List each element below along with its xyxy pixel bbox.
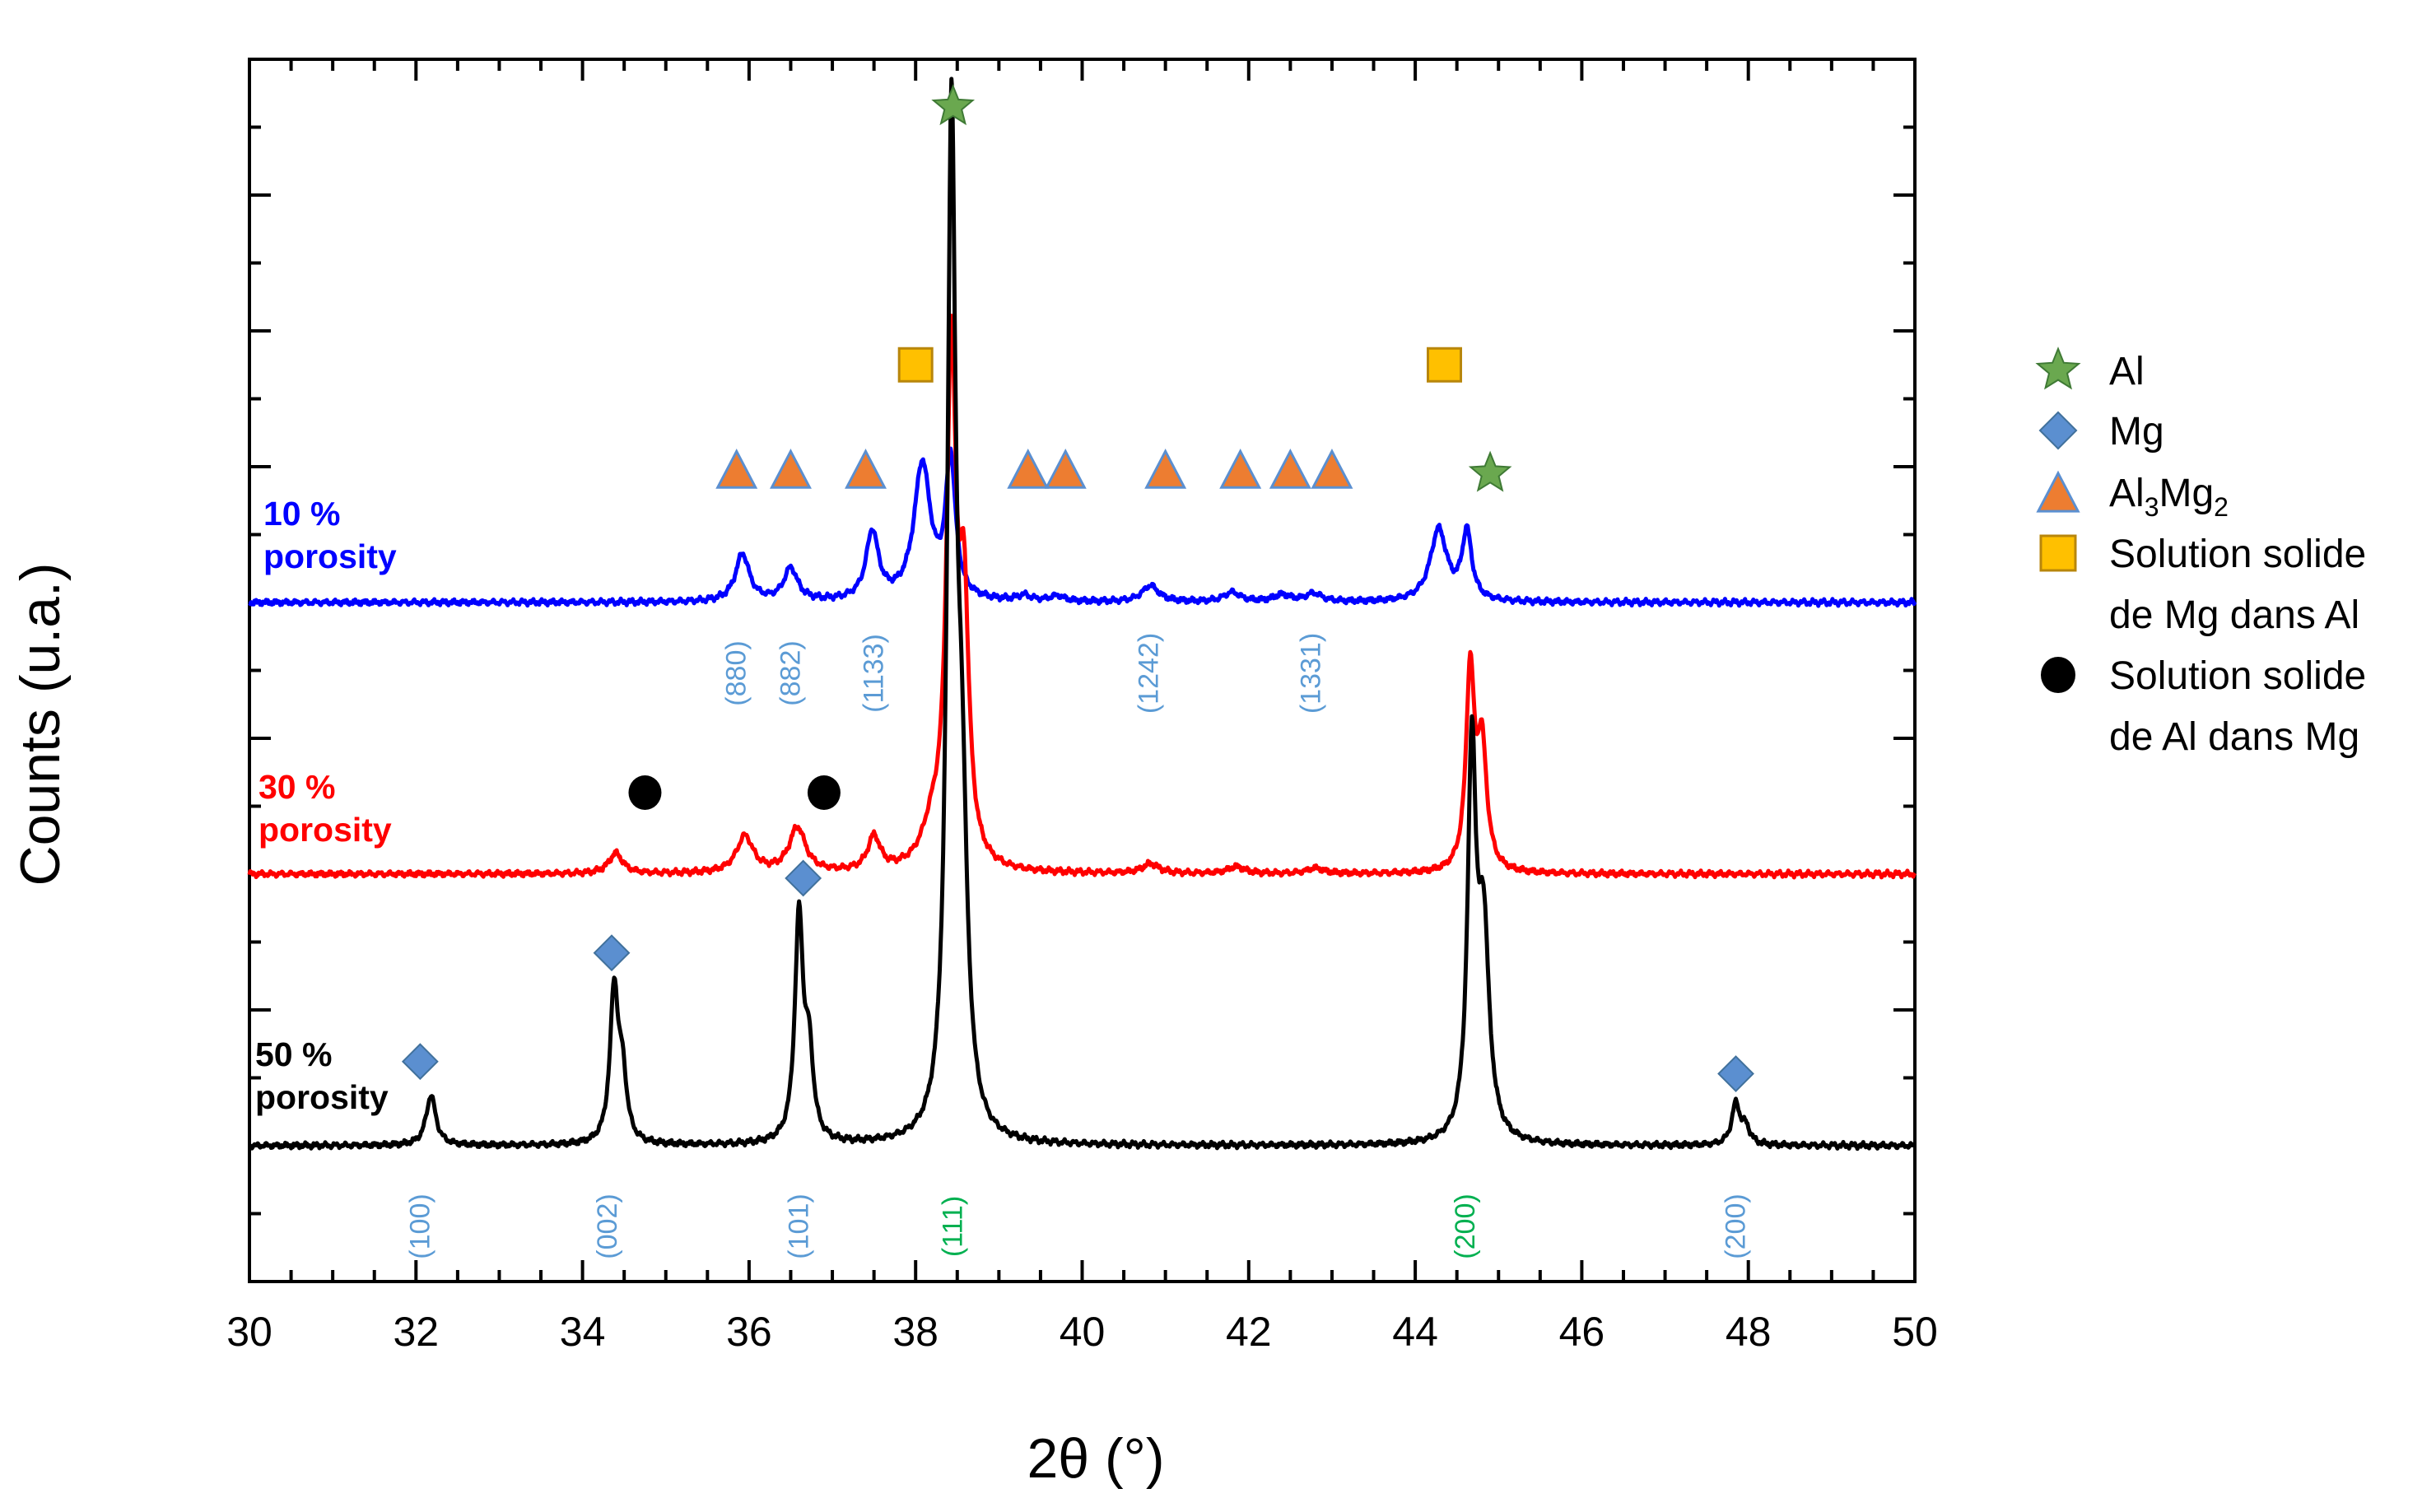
Al3Mg2-triangle-marker [1044,449,1087,489]
hkl-label: (100) [404,1193,435,1258]
x-tick-label: 36 [726,1309,772,1355]
x-tick-label: 34 [560,1309,606,1355]
series-labels: 10 % porosity 30 % porosity 50 % porosity [255,495,397,1116]
Al3Mg2-triangle-marker [1311,449,1353,489]
hkl-label: (101) [784,1193,815,1258]
Mg-diamond-marker [785,859,822,897]
legend-label: Solution solide [2109,533,2366,576]
Al3Mg2-triangle-marker [2036,470,2080,513]
Al-in-Mg-circle-marker [628,775,662,810]
Mg-diamond-marker [1717,1055,1754,1092]
legend-label: Al3Mg2 [2109,472,2229,522]
legend-item: Mg [2038,410,2164,454]
series-label-porosity: porosity [255,1078,389,1116]
Mg-diamond-marker [401,1043,439,1081]
x-tick-label: 32 [393,1309,439,1355]
series-label-percent: 50 % [255,1035,332,1073]
Mg-in-Al-square-marker [1427,347,1463,383]
Al-star-marker [2035,347,2081,390]
Mg-diamond-marker [2038,411,2078,450]
hkl-label: (1242) [1133,633,1164,714]
Al-in-Mg-circle-marker [2041,656,2075,694]
hkl-label: (111) [938,1196,969,1257]
Mg-in-Al-square-marker [2039,534,2077,572]
curve-30-porosity [247,314,1917,880]
x-tick-label: 42 [1226,1309,1272,1355]
x-tick-label: 38 [892,1309,939,1355]
legend-label-part: Mg [2159,472,2214,515]
legend-item: Al [2035,347,2145,393]
hkl-labels: (880) (882) (1133) (1242) (1331) (100) (002) (1… [404,633,1751,1259]
plot-frame [248,58,1917,1283]
series-label-porosity: porosity [263,537,397,575]
phase-markers [401,84,1754,1092]
Al-star-marker [931,84,976,126]
legend-label: Mg [2109,410,2164,454]
x-tick-label: 44 [1392,1309,1438,1355]
hkl-label: (200) [1721,1193,1752,1258]
x-tick-label: 30 [226,1309,272,1355]
curve-50-porosity [248,77,1917,1151]
x-axis-ticks: 30 32 34 36 38 40 42 44 46 48 50 [226,59,1938,1355]
hkl-label: (1331) [1296,633,1327,714]
Al3Mg2-triangle-marker [715,449,758,489]
series-label-porosity: porosity [259,811,392,849]
legend-label: de Al dans Mg [2109,715,2359,759]
legend-item: Solution solide de Al dans Mg [2041,654,2366,759]
Al-in-Mg-circle-marker [807,775,841,810]
x-axis-title: 2θ (°) [1027,1427,1164,1490]
legend-label-part: 2 [2214,492,2229,522]
hkl-label: (002) [592,1193,623,1258]
Al3Mg2-triangle-marker [769,449,812,489]
diffraction-curves [247,77,1917,1151]
series-label-percent: 10 % [263,495,340,533]
x-tick-label: 50 [1892,1309,1938,1355]
legend-item: Solution solide de Mg dans Al [2039,533,2366,637]
hkl-label: (200) [1450,1193,1481,1258]
Al3Mg2-triangle-marker [1144,449,1187,489]
hkl-label: (882) [776,640,807,705]
Al-star-marker [1468,450,1512,492]
legend-item: Al3Mg2 [2036,470,2229,522]
Al3Mg2-triangle-marker [1269,449,1311,489]
Al3Mg2-triangle-marker [845,449,887,489]
Al3Mg2-triangle-marker [1007,449,1050,489]
series-label-percent: 30 % [259,768,335,806]
y-axis-title: Counts (u.a.) [9,562,72,886]
x-tick-label: 46 [1559,1309,1605,1355]
curve-10-porosity [248,446,1917,608]
x-tick-label: 48 [1726,1309,1772,1355]
legend-label: de Mg dans Al [2109,593,2359,637]
legend-label: Al [2109,350,2145,393]
y-axis-ticks [249,58,1915,1283]
legend-label-part: Al [2109,472,2145,515]
plot-border [248,58,1917,1283]
Mg-diamond-marker [593,934,631,972]
hkl-label: (1133) [859,634,890,713]
Mg-in-Al-square-marker [897,347,934,383]
Al3Mg2-triangle-marker [1219,449,1262,489]
x-tick-label: 40 [1060,1309,1106,1355]
hkl-label: (880) [721,640,752,705]
legend-label-part: 3 [2145,492,2159,522]
legend-label: Solution solide [2109,654,2366,698]
